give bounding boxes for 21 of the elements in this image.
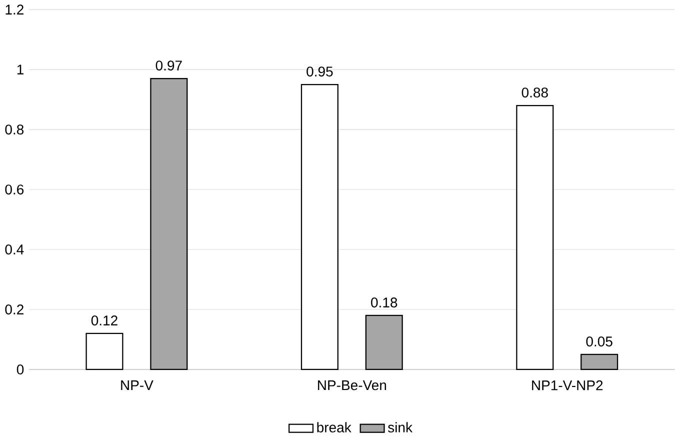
data-label: 0.88 [522,88,548,98]
y-tick-label: 0.8 [5,124,24,134]
data-label: 0.97 [156,60,182,71]
y-tick-label: 1.2 [6,4,24,14]
bar [86,332,124,370]
data-label: 0.12 [91,316,118,326]
y-tick-label: 0.2 [5,304,24,314]
bar [516,104,554,370]
y-tick-label: 0.4 [5,244,24,254]
x-tick-label: NP1-V-NP2 [532,380,603,390]
y-tick-label: 1 [17,64,24,74]
data-label: 0.18 [371,298,398,308]
y-tick-label: 0.6 [5,184,24,194]
legend-label: break [317,422,352,432]
bar [300,84,338,370]
y-tick-label: 0 [16,364,24,374]
x-tick-label: NP-Be-Ven [318,380,386,390]
data-label: 0.95 [306,66,333,77]
legend-label: sink [388,422,413,432]
data-label: 0.05 [586,336,612,346]
x-tick-label: NP-V [121,380,154,390]
